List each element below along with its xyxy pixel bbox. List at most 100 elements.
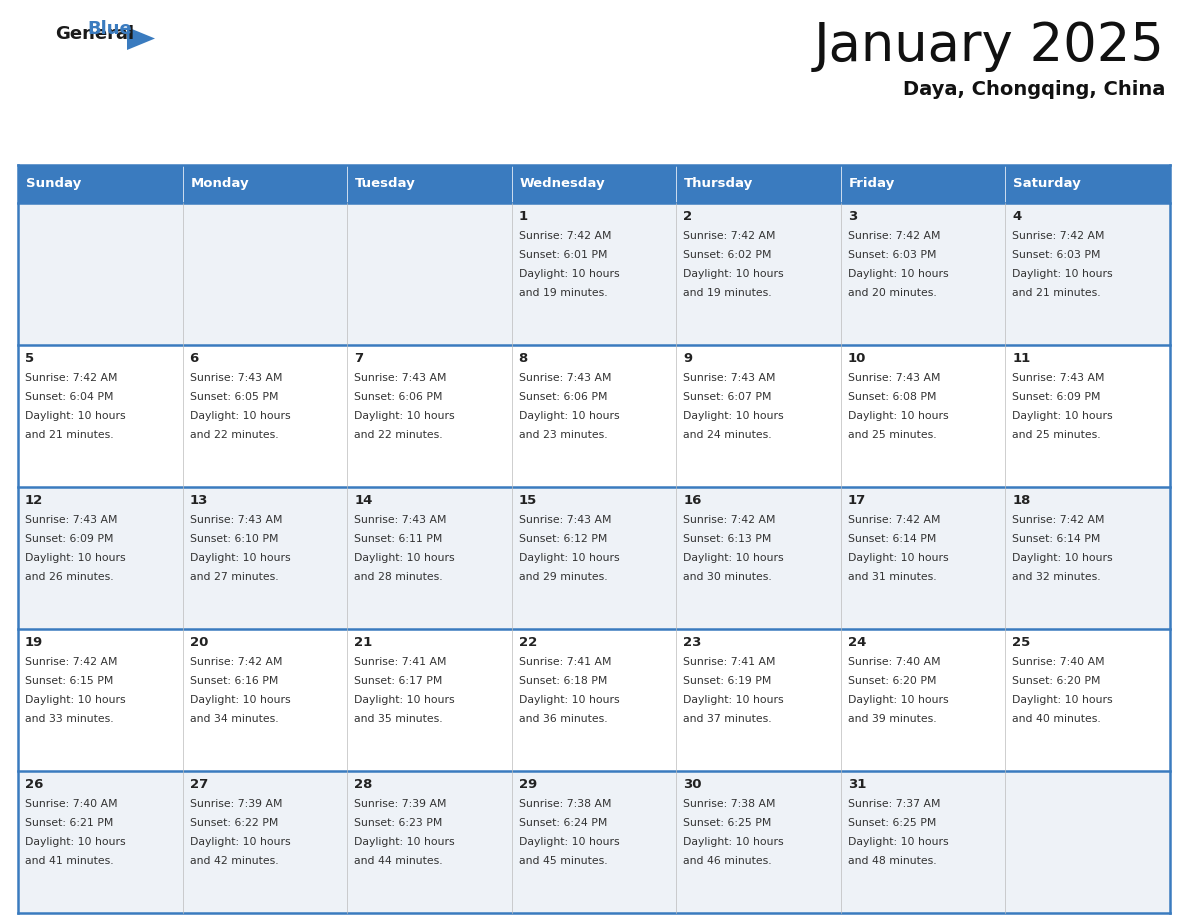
Text: 2: 2 [683, 210, 693, 223]
Text: 9: 9 [683, 352, 693, 365]
Bar [841, 165, 1005, 203]
Text: Sunrise: 7:43 AM: Sunrise: 7:43 AM [519, 373, 611, 383]
Text: Sunrise: 7:43 AM: Sunrise: 7:43 AM [683, 373, 776, 383]
Text: Thursday: Thursday [684, 177, 753, 191]
Text: Sunrise: 7:41 AM: Sunrise: 7:41 AM [683, 657, 776, 667]
Text: 15: 15 [519, 494, 537, 507]
Text: and 40 minutes.: and 40 minutes. [1012, 714, 1101, 724]
Text: 19: 19 [25, 636, 43, 649]
Text: Daylight: 10 hours: Daylight: 10 hours [848, 411, 948, 421]
Bar [841, 203, 1005, 345]
Text: Sunset: 6:10 PM: Sunset: 6:10 PM [190, 534, 278, 544]
Bar [1005, 629, 1170, 771]
Text: Daylight: 10 hours: Daylight: 10 hours [848, 269, 948, 279]
Text: and 22 minutes.: and 22 minutes. [190, 430, 278, 440]
Text: and 37 minutes.: and 37 minutes. [683, 714, 772, 724]
Text: Sunset: 6:22 PM: Sunset: 6:22 PM [190, 818, 278, 828]
Text: Daylight: 10 hours: Daylight: 10 hours [190, 695, 290, 705]
Text: and 45 minutes.: and 45 minutes. [519, 856, 607, 866]
Text: and 32 minutes.: and 32 minutes. [1012, 572, 1101, 582]
Text: 3: 3 [848, 210, 857, 223]
Text: and 24 minutes.: and 24 minutes. [683, 430, 772, 440]
Text: 25: 25 [1012, 636, 1031, 649]
Bar [18, 345, 183, 487]
Text: Daylight: 10 hours: Daylight: 10 hours [354, 695, 455, 705]
Text: Sunrise: 7:40 AM: Sunrise: 7:40 AM [848, 657, 941, 667]
Text: Sunrise: 7:42 AM: Sunrise: 7:42 AM [1012, 515, 1105, 525]
Text: Daylight: 10 hours: Daylight: 10 hours [683, 837, 784, 847]
Text: 10: 10 [848, 352, 866, 365]
Text: 17: 17 [848, 494, 866, 507]
Text: Sunrise: 7:42 AM: Sunrise: 7:42 AM [848, 231, 941, 241]
Text: Daylight: 10 hours: Daylight: 10 hours [190, 837, 290, 847]
Bar [347, 629, 512, 771]
Text: and 20 minutes.: and 20 minutes. [848, 288, 936, 298]
Bar [512, 629, 676, 771]
Text: Sunrise: 7:42 AM: Sunrise: 7:42 AM [1012, 231, 1105, 241]
Bar [183, 771, 347, 913]
Text: 31: 31 [848, 778, 866, 791]
Bar [347, 165, 512, 203]
Text: Sunset: 6:08 PM: Sunset: 6:08 PM [848, 392, 936, 402]
Text: Sunrise: 7:43 AM: Sunrise: 7:43 AM [354, 373, 447, 383]
Text: Sunset: 6:20 PM: Sunset: 6:20 PM [1012, 676, 1101, 686]
Text: 8: 8 [519, 352, 527, 365]
Text: 21: 21 [354, 636, 372, 649]
Text: Sunset: 6:17 PM: Sunset: 6:17 PM [354, 676, 442, 686]
Bar [1005, 203, 1170, 345]
Text: Daylight: 10 hours: Daylight: 10 hours [848, 837, 948, 847]
Text: Sunset: 6:04 PM: Sunset: 6:04 PM [25, 392, 114, 402]
Text: and 36 minutes.: and 36 minutes. [519, 714, 607, 724]
Text: and 19 minutes.: and 19 minutes. [683, 288, 772, 298]
Text: Sunset: 6:03 PM: Sunset: 6:03 PM [848, 250, 936, 260]
Text: 11: 11 [1012, 352, 1031, 365]
Bar [18, 165, 183, 203]
Text: January 2025: January 2025 [814, 20, 1165, 72]
Text: Sunset: 6:25 PM: Sunset: 6:25 PM [683, 818, 772, 828]
Text: and 28 minutes.: and 28 minutes. [354, 572, 443, 582]
Text: 5: 5 [25, 352, 34, 365]
Bar [347, 345, 512, 487]
Text: Friday: Friday [849, 177, 895, 191]
Text: Tuesday: Tuesday [355, 177, 416, 191]
Text: Sunset: 6:18 PM: Sunset: 6:18 PM [519, 676, 607, 686]
Text: and 27 minutes.: and 27 minutes. [190, 572, 278, 582]
Text: General: General [55, 25, 134, 43]
Text: Daylight: 10 hours: Daylight: 10 hours [519, 837, 619, 847]
Text: 13: 13 [190, 494, 208, 507]
Text: Sunset: 6:20 PM: Sunset: 6:20 PM [848, 676, 936, 686]
Bar [347, 771, 512, 913]
Text: Sunset: 6:14 PM: Sunset: 6:14 PM [848, 534, 936, 544]
Bar [18, 771, 183, 913]
Bar [1005, 487, 1170, 629]
Text: Sunset: 6:02 PM: Sunset: 6:02 PM [683, 250, 772, 260]
Text: Sunrise: 7:42 AM: Sunrise: 7:42 AM [25, 657, 118, 667]
Text: 22: 22 [519, 636, 537, 649]
Text: 29: 29 [519, 778, 537, 791]
Text: Sunset: 6:06 PM: Sunset: 6:06 PM [354, 392, 443, 402]
Bar [676, 203, 841, 345]
Bar [1005, 165, 1170, 203]
Text: Sunset: 6:16 PM: Sunset: 6:16 PM [190, 676, 278, 686]
Text: 26: 26 [25, 778, 44, 791]
Text: and 26 minutes.: and 26 minutes. [25, 572, 114, 582]
Text: and 41 minutes.: and 41 minutes. [25, 856, 114, 866]
Text: Daylight: 10 hours: Daylight: 10 hours [1012, 411, 1113, 421]
Bar [512, 345, 676, 487]
Text: 18: 18 [1012, 494, 1031, 507]
Text: and 30 minutes.: and 30 minutes. [683, 572, 772, 582]
Text: Monday: Monday [190, 177, 249, 191]
Bar [183, 629, 347, 771]
Text: Daylight: 10 hours: Daylight: 10 hours [25, 837, 126, 847]
Bar [183, 487, 347, 629]
Text: 23: 23 [683, 636, 702, 649]
Text: Daylight: 10 hours: Daylight: 10 hours [1012, 269, 1113, 279]
Text: 30: 30 [683, 778, 702, 791]
Bar [18, 629, 183, 771]
Text: Sunrise: 7:43 AM: Sunrise: 7:43 AM [354, 515, 447, 525]
Text: Sunrise: 7:43 AM: Sunrise: 7:43 AM [25, 515, 118, 525]
Bar [676, 165, 841, 203]
Text: Sunset: 6:09 PM: Sunset: 6:09 PM [1012, 392, 1101, 402]
Text: Wednesday: Wednesday [519, 177, 606, 191]
Bar [841, 487, 1005, 629]
